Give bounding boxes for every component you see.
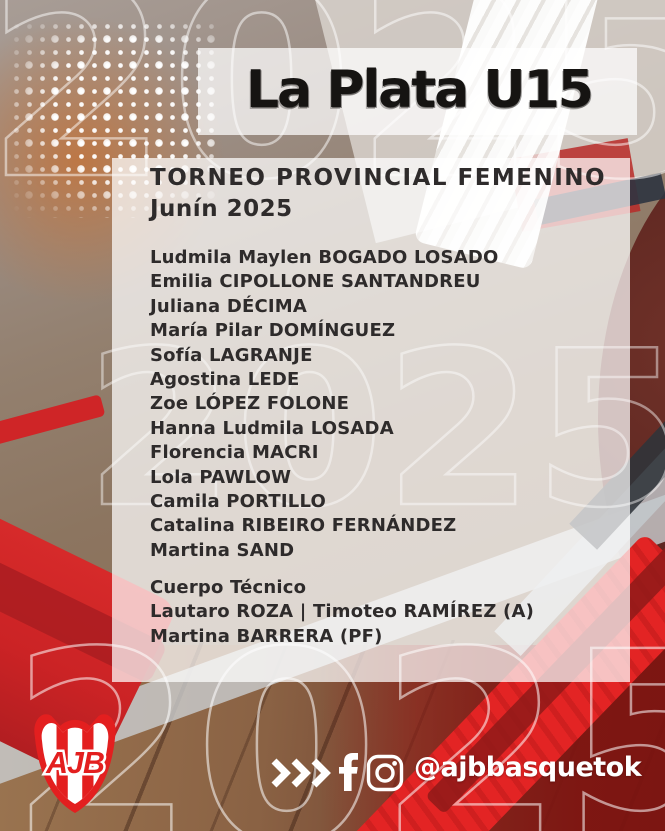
tournament-location-year: Junín 2025 [150, 196, 293, 222]
red-paint-stroke [0, 394, 106, 452]
player-list: Ludmila Maylen BOGADO LOSADO Emilia CIPO… [150, 246, 498, 563]
player-name: Martina SAND [150, 539, 295, 561]
social-handle: @ajbbasquetok [414, 752, 642, 783]
page-title: La Plata U15 [246, 60, 594, 120]
staff-member: Martina BARRERA (PF) [150, 625, 383, 647]
staff-section: Cuerpo Técnico Lautaro ROZA | Timoteo RA… [150, 576, 534, 649]
tournament-name: TORNEO PROVINCIAL FEMENINO [150, 165, 607, 191]
player-name: Juliana DÉCIMA [150, 295, 308, 317]
player-name: María Pilar DOMÍNGUEZ [150, 320, 396, 342]
staff-heading: Cuerpo Técnico [150, 577, 307, 598]
instagram-icon [366, 754, 404, 792]
tournament-subtitle: TORNEO PROVINCIAL FEMENINO Junín 2025 [150, 163, 606, 225]
roster-panel [112, 158, 630, 682]
staff-member: Lautaro ROZA | Timoteo RAMÍREZ (A) [150, 601, 535, 623]
chevrons-right-icon [271, 758, 331, 788]
crest-monogram: AJB [45, 746, 104, 780]
player-name: Zoe LÓPEZ FOLONE [150, 393, 350, 415]
title-band-panel [198, 48, 637, 135]
facebook-icon [339, 753, 358, 791]
club-crest-logo: AJB [34, 714, 116, 813]
player-name: Camila PORTILLO [150, 491, 326, 513]
player-name: Florencia MACRI [150, 442, 319, 464]
player-name: Catalina RIBEIRO FERNÁNDEZ [150, 515, 457, 537]
player-name: Sofía LAGRANJE [150, 344, 313, 366]
crest-stripes [56, 722, 94, 804]
player-name: Emilia CIPOLLONE SANTANDREU [150, 271, 481, 293]
player-name: Hanna Ludmila LOSADA [150, 417, 394, 439]
player-name: Ludmila Maylen BOGADO LOSADO [150, 247, 499, 268]
player-name: Lola PAWLOW [150, 466, 292, 488]
player-name: Agostina LEDE [150, 369, 300, 391]
